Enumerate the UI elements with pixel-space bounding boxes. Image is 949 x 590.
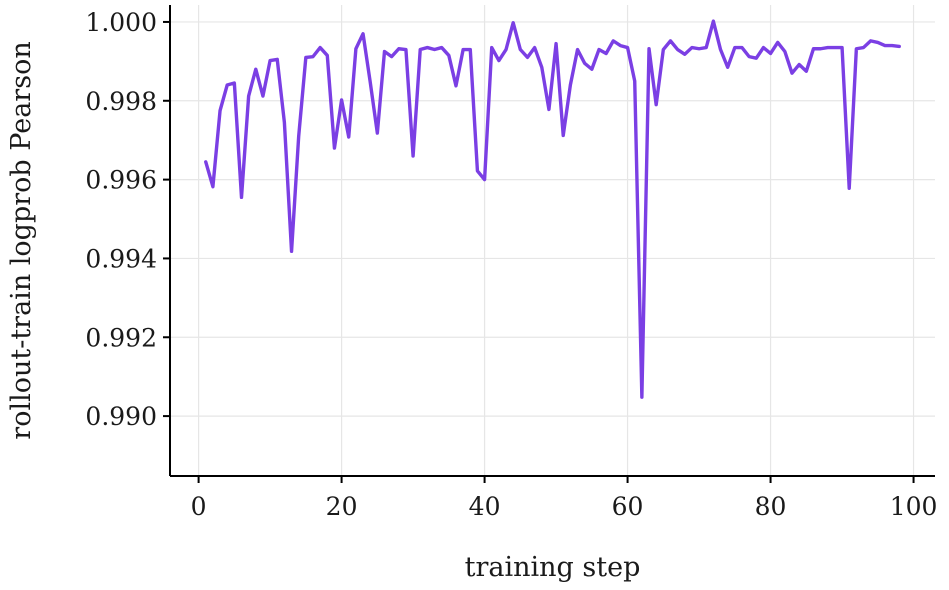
x-tick-label: 100 — [890, 492, 938, 521]
y-tick-label: 0.996 — [85, 166, 157, 195]
y-tick-label: 0.998 — [85, 87, 157, 116]
x-ticks: 0 20 40 60 80 100 — [191, 476, 938, 521]
series-line — [204, 19, 901, 399]
x-tick-label: 0 — [191, 492, 207, 521]
y-tick-label: 0.994 — [85, 244, 157, 273]
x-tick-label: 80 — [755, 492, 787, 521]
y-tick-label: 0.992 — [85, 323, 157, 352]
y-tick-label: 1.000 — [85, 8, 157, 37]
x-tick-label: 60 — [612, 492, 644, 521]
x-tick-label: 40 — [469, 492, 501, 521]
x-tick-label: 20 — [326, 492, 358, 521]
y-ticks: 0.990 0.992 0.994 0.996 0.998 1.000 — [85, 8, 170, 431]
grid — [170, 5, 935, 476]
x-axis-label: training step — [465, 552, 641, 583]
y-axis-label: rollout-train logprob Pearson — [6, 41, 37, 439]
axes — [169, 5, 935, 477]
y-tick-label: 0.990 — [85, 402, 157, 431]
series-group — [204, 19, 901, 399]
